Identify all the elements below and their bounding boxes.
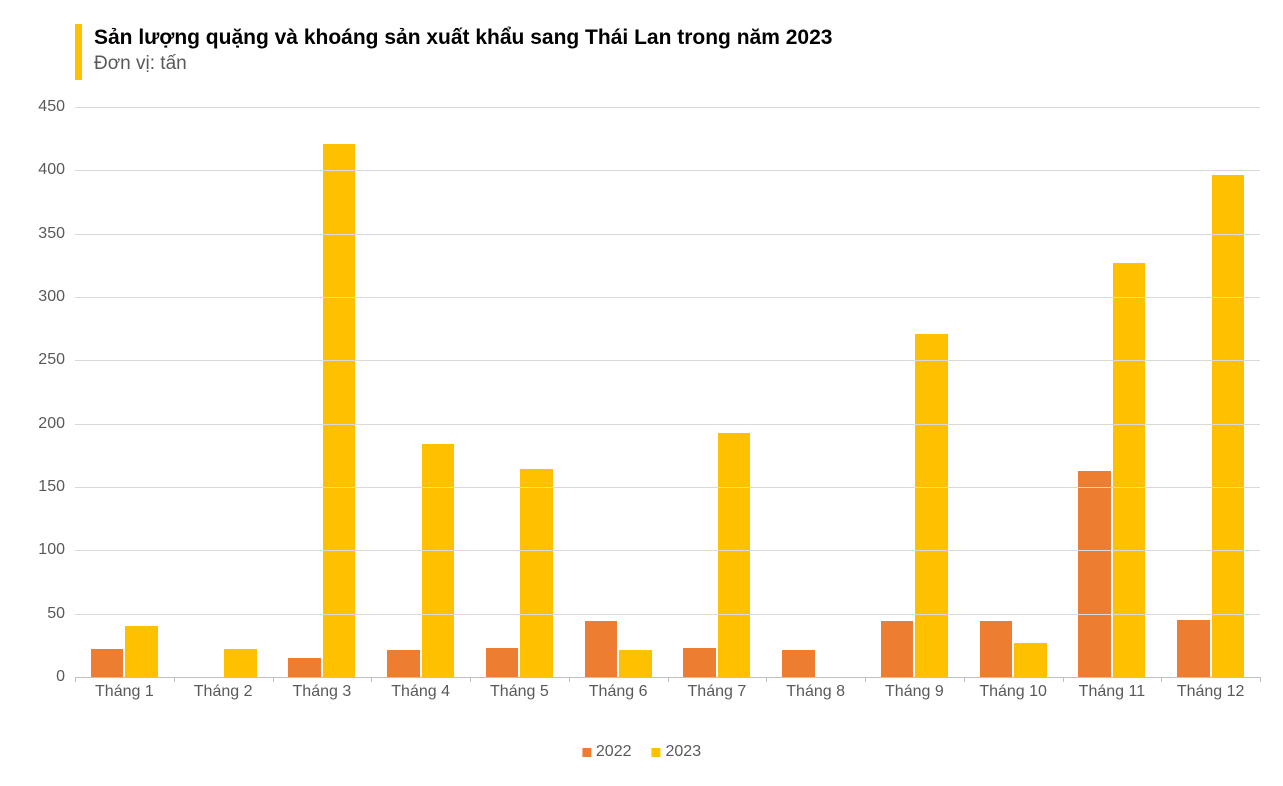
- x-tick: [1161, 677, 1162, 682]
- x-axis-label: Tháng 1: [95, 683, 154, 701]
- x-axis-label: Tháng 6: [589, 683, 648, 701]
- chart-title-block: Sản lượng quặng và khoáng sản xuất khẩu …: [75, 24, 832, 80]
- x-tick: [668, 677, 669, 682]
- x-tick: [1260, 677, 1261, 682]
- bar-2023: [520, 469, 553, 677]
- y-axis-label: 300: [15, 288, 65, 306]
- x-axis-label: Tháng 2: [194, 683, 253, 701]
- y-axis-label: 350: [15, 225, 65, 243]
- chart-container: Sản lượng quặng và khoáng sản xuất khẩu …: [0, 0, 1283, 786]
- gridline: [75, 360, 1260, 361]
- bar-2022: [585, 621, 618, 677]
- title-text-group: Sản lượng quặng và khoáng sản xuất khẩu …: [94, 24, 832, 75]
- bar-2022: [288, 658, 321, 677]
- y-axis-label: 250: [15, 351, 65, 369]
- gridline: [75, 487, 1260, 488]
- bar-2022: [980, 621, 1013, 677]
- bar-2023: [718, 433, 751, 677]
- x-axis-label: Tháng 11: [1079, 683, 1145, 701]
- bar-2023: [125, 626, 158, 677]
- y-axis-label: 450: [15, 98, 65, 116]
- bar-2023: [224, 649, 257, 677]
- legend-swatch-2022: [582, 748, 591, 757]
- x-tick: [865, 677, 866, 682]
- x-tick: [75, 677, 76, 682]
- legend-item-2023: 2023: [652, 743, 702, 761]
- gridline: [75, 297, 1260, 298]
- x-axis-label: Tháng 12: [1177, 683, 1245, 701]
- bar-2023: [1113, 263, 1146, 677]
- bar-2022: [1078, 471, 1111, 677]
- bar-2022: [91, 649, 124, 677]
- legend-label-2022: 2022: [596, 743, 632, 761]
- legend: 2022 2023: [576, 743, 707, 761]
- x-axis-label: Tháng 7: [688, 683, 747, 701]
- bar-2022: [1177, 620, 1210, 677]
- x-tick: [371, 677, 372, 682]
- bar-2023: [1014, 643, 1047, 677]
- legend-item-2022: 2022: [582, 743, 632, 761]
- bar-2022: [486, 648, 519, 677]
- gridline: [75, 170, 1260, 171]
- x-tick: [470, 677, 471, 682]
- gridline: [75, 614, 1260, 615]
- bar-2023: [619, 650, 652, 677]
- bar-2022: [782, 650, 815, 677]
- gridline: [75, 107, 1260, 108]
- x-tick: [1063, 677, 1064, 682]
- x-axis-label: Tháng 4: [391, 683, 450, 701]
- plot-area: [75, 107, 1260, 677]
- x-axis-label: Tháng 8: [786, 683, 845, 701]
- title-accent-bar: [75, 24, 82, 80]
- bar-2022: [387, 650, 420, 677]
- gridline: [75, 550, 1260, 551]
- x-tick: [273, 677, 274, 682]
- x-axis-label: Tháng 5: [490, 683, 549, 701]
- bar-2022: [881, 621, 914, 677]
- legend-label-2023: 2023: [666, 743, 702, 761]
- x-axis-label: Tháng 10: [979, 683, 1047, 701]
- y-axis-label: 50: [15, 605, 65, 623]
- x-axis-label: Tháng 9: [885, 683, 944, 701]
- y-axis-label: 400: [15, 161, 65, 179]
- y-axis-label: 0: [15, 668, 65, 686]
- x-tick: [174, 677, 175, 682]
- bar-2022: [683, 648, 716, 677]
- x-tick: [569, 677, 570, 682]
- y-axis-label: 150: [15, 478, 65, 496]
- y-axis-label: 200: [15, 415, 65, 433]
- legend-swatch-2023: [652, 748, 661, 757]
- bar-2023: [323, 144, 356, 677]
- y-axis-label: 100: [15, 541, 65, 559]
- gridline: [75, 234, 1260, 235]
- bar-2023: [1212, 175, 1245, 677]
- gridline: [75, 424, 1260, 425]
- chart-title: Sản lượng quặng và khoáng sản xuất khẩu …: [94, 24, 832, 51]
- bars-layer: [75, 107, 1260, 677]
- x-axis-label: Tháng 3: [293, 683, 352, 701]
- bar-2023: [422, 444, 455, 677]
- chart-subtitle: Đơn vị: tấn: [94, 53, 832, 75]
- bar-2023: [915, 334, 948, 677]
- x-tick: [964, 677, 965, 682]
- x-tick: [766, 677, 767, 682]
